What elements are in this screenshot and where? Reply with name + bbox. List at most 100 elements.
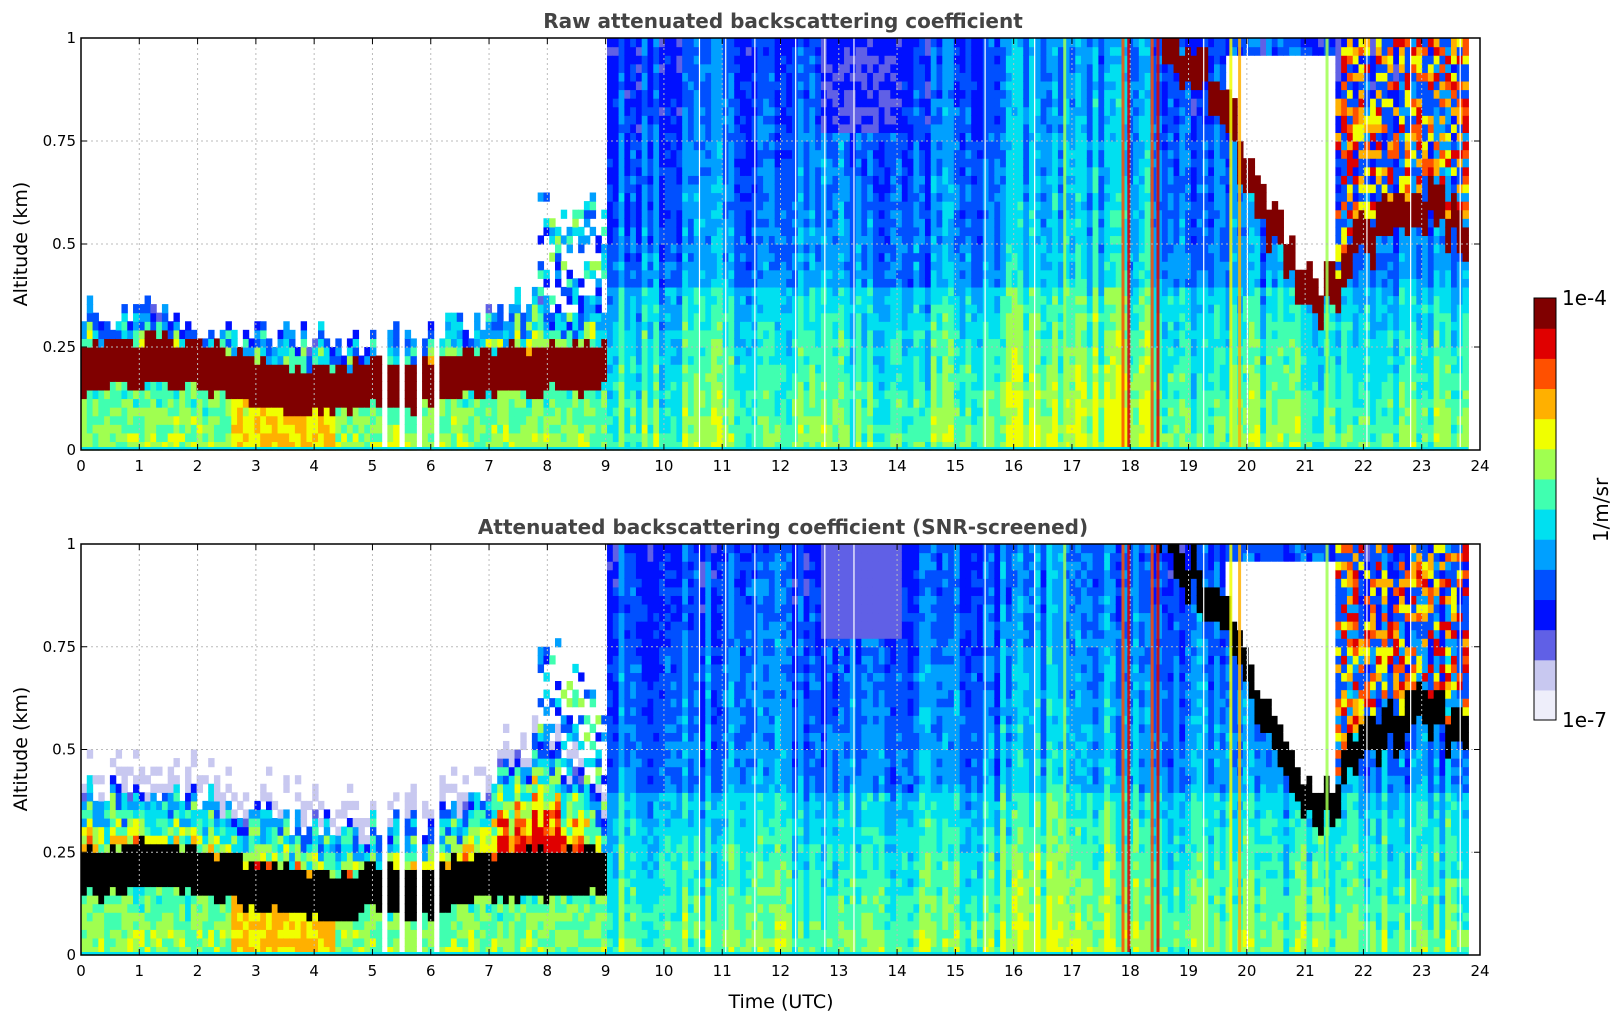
heatmap-cell xyxy=(121,321,127,330)
heatmap-cell xyxy=(965,98,971,107)
heatmap-cell xyxy=(624,107,630,116)
heatmap-cell xyxy=(879,167,885,176)
heatmap-cell xyxy=(572,364,578,373)
heatmap-cell xyxy=(358,390,364,399)
heatmap-cell xyxy=(937,193,943,202)
heatmap-cell xyxy=(665,115,671,124)
heatmap-cell xyxy=(318,364,324,373)
heatmap-cell xyxy=(642,55,648,64)
heatmap-cell xyxy=(873,55,879,64)
heatmap-cell xyxy=(960,210,966,219)
heatmap-cell xyxy=(705,193,711,202)
heatmap-cell xyxy=(578,356,584,365)
heatmap-cell xyxy=(191,373,197,382)
heatmap-cell xyxy=(780,72,786,81)
heatmap-cell xyxy=(607,141,613,150)
heatmap-cell xyxy=(885,399,891,408)
heatmap-cell xyxy=(769,235,775,244)
heatmap-cell xyxy=(809,227,815,236)
heatmap-cell xyxy=(786,218,792,227)
heatmap-cell xyxy=(682,253,688,262)
heatmap-cell xyxy=(445,390,451,399)
heatmap-cell xyxy=(971,167,977,176)
heatmap-cell xyxy=(804,55,810,64)
heatmap-cell xyxy=(659,184,665,193)
heatmap-cell xyxy=(520,321,526,330)
heatmap-cell xyxy=(671,364,677,373)
heatmap-cell xyxy=(173,373,179,382)
heatmap-cell xyxy=(630,193,636,202)
heatmap-cell xyxy=(728,124,734,133)
heatmap-cell xyxy=(879,296,885,305)
heatmap-cell xyxy=(671,338,677,347)
heatmap-cell xyxy=(283,356,289,365)
heatmap-cell xyxy=(619,175,625,184)
heatmap-cell xyxy=(757,210,763,219)
heatmap-cell xyxy=(1012,175,1018,184)
heatmap-cell xyxy=(364,416,370,425)
heatmap-cell xyxy=(156,338,162,347)
heatmap-cell xyxy=(890,72,896,81)
heatmap-cell xyxy=(832,253,838,262)
heatmap-cell xyxy=(555,424,561,433)
heatmap-cell xyxy=(676,313,682,322)
heatmap-cell xyxy=(827,364,833,373)
heatmap-cell xyxy=(942,227,948,236)
heatmap-cell xyxy=(607,399,613,408)
heatmap-cell xyxy=(601,261,607,270)
heatmap-cell xyxy=(885,296,891,305)
heatmap-cell xyxy=(659,175,665,184)
heatmap-cell xyxy=(832,55,838,64)
heatmap-cell xyxy=(1035,124,1041,133)
heatmap-cell xyxy=(607,38,613,47)
heatmap-cell xyxy=(815,424,821,433)
heatmap-cell xyxy=(497,304,503,313)
heatmap-cell xyxy=(780,193,786,202)
heatmap-cell xyxy=(798,373,804,382)
heatmap-cell xyxy=(989,347,995,356)
heatmap-cell xyxy=(913,244,919,253)
heatmap-cell xyxy=(624,356,630,365)
heatmap-cell xyxy=(457,381,463,390)
heatmap-cell xyxy=(890,90,896,99)
heatmap-cell xyxy=(908,424,914,433)
heatmap-cell xyxy=(734,270,740,279)
heatmap-cell xyxy=(711,261,717,270)
heatmap-cell xyxy=(474,313,480,322)
heatmap-cell xyxy=(913,64,919,73)
heatmap-cell xyxy=(503,364,509,373)
heatmap-cell xyxy=(543,227,549,236)
heatmap-cell xyxy=(260,364,266,373)
heatmap-cell xyxy=(705,347,711,356)
heatmap-cell xyxy=(1017,244,1023,253)
heatmap-cell xyxy=(254,416,260,425)
heatmap-cell xyxy=(873,210,879,219)
heatmap-cell xyxy=(873,364,879,373)
heatmap-cell xyxy=(619,364,625,373)
heatmap-cell xyxy=(780,210,786,219)
heatmap-cell xyxy=(301,416,307,425)
heatmap-cell xyxy=(387,330,393,339)
heatmap-cell xyxy=(538,261,544,270)
heatmap-cell xyxy=(850,390,856,399)
heatmap-cell xyxy=(1023,338,1029,347)
heatmap-cell xyxy=(942,64,948,73)
heatmap-cell xyxy=(619,64,625,73)
heatmap-cell xyxy=(191,347,197,356)
heatmap-cell xyxy=(827,227,833,236)
heatmap-cell xyxy=(636,107,642,116)
heatmap-cell xyxy=(503,407,509,416)
heatmap-cell xyxy=(937,278,943,287)
heatmap-cell xyxy=(942,150,948,159)
heatmap-cell xyxy=(572,373,578,382)
heatmap-cell xyxy=(324,356,330,365)
heatmap-cell xyxy=(763,184,769,193)
heatmap-cell xyxy=(607,356,613,365)
heatmap-cell xyxy=(769,381,775,390)
heatmap-cell xyxy=(318,407,324,416)
heatmap-cell xyxy=(335,364,341,373)
heatmap-cell xyxy=(1000,81,1006,90)
heatmap-cell xyxy=(734,72,740,81)
heatmap-cell xyxy=(532,304,538,313)
heatmap-cell xyxy=(572,287,578,296)
